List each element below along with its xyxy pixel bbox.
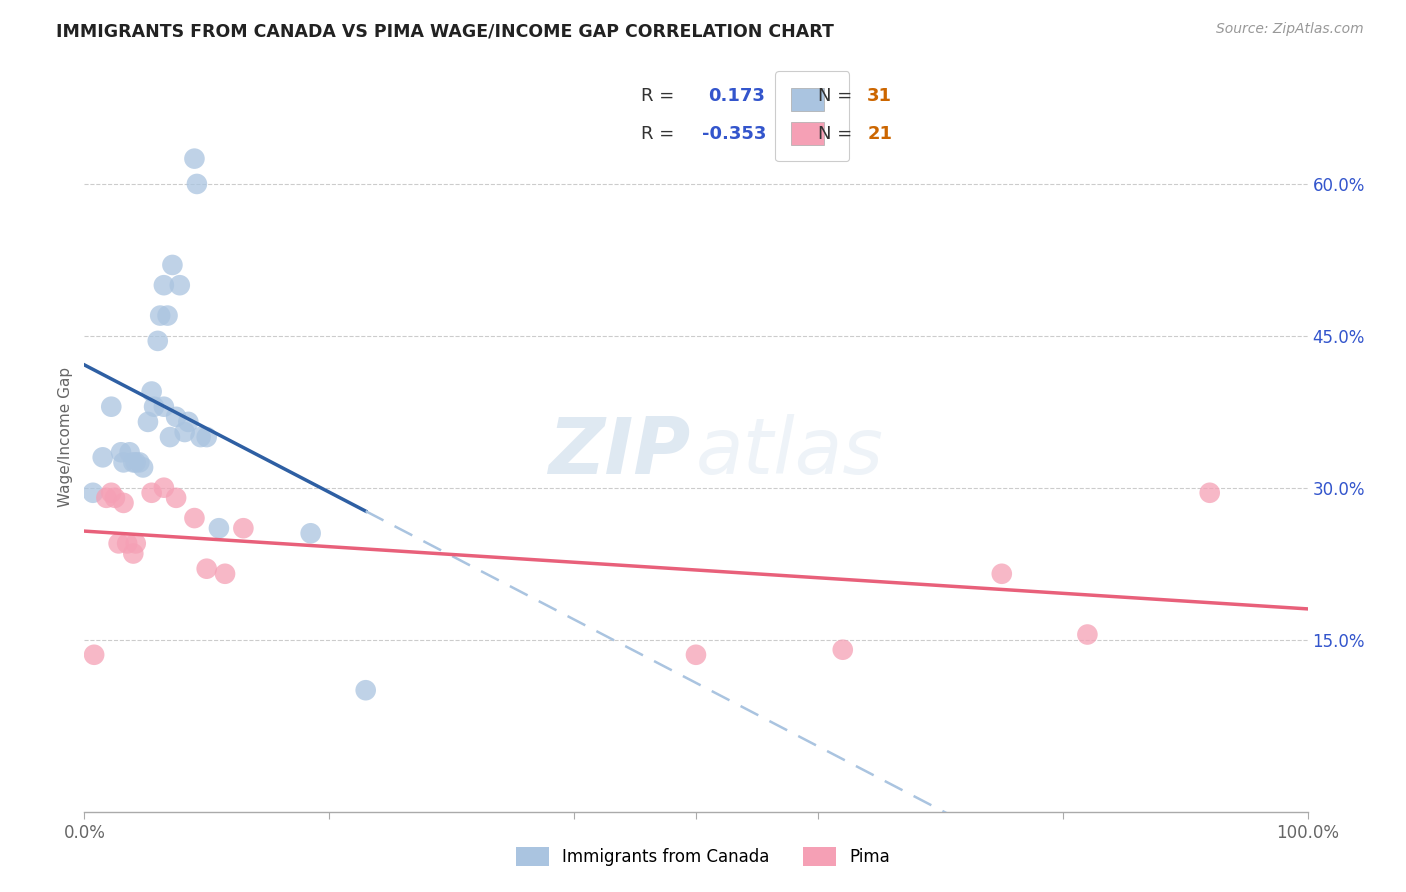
Point — [195, 430, 218, 444]
Point — [125, 536, 148, 550]
Text: 0.173: 0.173 — [709, 87, 765, 105]
Point — [299, 526, 322, 541]
Point — [991, 566, 1014, 581]
Point — [162, 258, 184, 272]
Text: IMMIGRANTS FROM CANADA VS PIMA WAGE/INCOME GAP CORRELATION CHART: IMMIGRANTS FROM CANADA VS PIMA WAGE/INCO… — [56, 22, 834, 40]
Text: N =: N = — [818, 125, 858, 143]
Text: Source: ZipAtlas.com: Source: ZipAtlas.com — [1216, 22, 1364, 37]
Point — [83, 648, 105, 662]
Point — [831, 642, 853, 657]
Point — [214, 566, 236, 581]
Text: R =: R = — [641, 87, 681, 105]
Point — [165, 491, 187, 505]
Point — [149, 309, 172, 323]
Point — [96, 491, 118, 505]
Point — [122, 455, 145, 469]
Point — [183, 152, 205, 166]
Legend: Immigrants from Canada, Pima: Immigrants from Canada, Pima — [508, 838, 898, 875]
Point — [190, 430, 212, 444]
Text: atlas: atlas — [696, 414, 884, 490]
Point — [1198, 485, 1220, 500]
Point — [143, 400, 166, 414]
Point — [685, 648, 707, 662]
Point — [112, 455, 135, 469]
Point — [173, 425, 195, 439]
Point — [153, 278, 176, 293]
Point — [208, 521, 231, 535]
Point — [100, 485, 122, 500]
Text: 31: 31 — [868, 87, 893, 105]
Point — [122, 547, 145, 561]
Point — [112, 496, 135, 510]
Point — [128, 455, 150, 469]
Point — [177, 415, 200, 429]
Text: -0.353: -0.353 — [702, 125, 766, 143]
Point — [156, 309, 179, 323]
Point — [169, 278, 191, 293]
Point — [136, 415, 159, 429]
Point — [159, 430, 181, 444]
Point — [91, 450, 114, 465]
Point — [115, 536, 138, 550]
Point — [165, 409, 187, 424]
Point — [125, 455, 148, 469]
Point — [110, 445, 132, 459]
Point — [104, 491, 127, 505]
Text: N =: N = — [818, 87, 858, 105]
Point — [132, 460, 155, 475]
Point — [195, 562, 218, 576]
Legend: , : , — [775, 71, 849, 161]
Point — [153, 481, 176, 495]
Point — [153, 400, 176, 414]
Point — [118, 445, 141, 459]
Point — [354, 683, 377, 698]
Text: ZIP: ZIP — [547, 414, 690, 490]
Text: R =: R = — [641, 125, 681, 143]
Point — [141, 384, 163, 399]
Point — [107, 536, 129, 550]
Point — [146, 334, 169, 348]
Point — [141, 485, 163, 500]
Point — [82, 485, 104, 500]
Point — [100, 400, 122, 414]
Text: 21: 21 — [868, 125, 893, 143]
Point — [186, 177, 208, 191]
Point — [183, 511, 205, 525]
Point — [1076, 627, 1098, 641]
Y-axis label: Wage/Income Gap: Wage/Income Gap — [58, 367, 73, 508]
Point — [232, 521, 254, 535]
